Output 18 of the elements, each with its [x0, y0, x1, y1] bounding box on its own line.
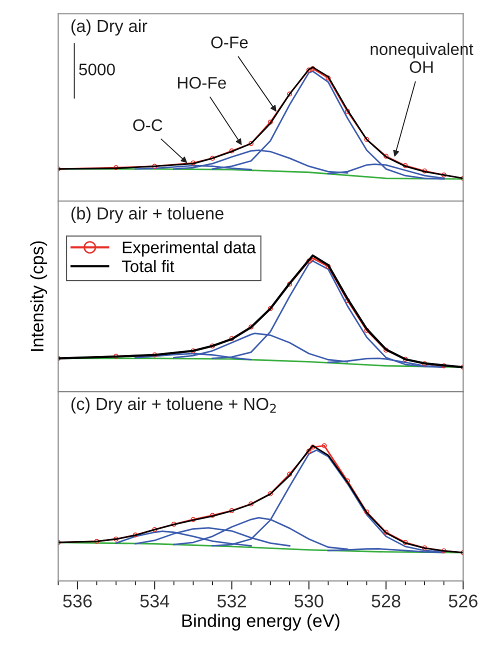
annotation: HO-Fe [178, 76, 226, 89]
x-tick-label: 530 [294, 594, 324, 608]
x-tick-label: 534 [140, 594, 170, 608]
x-tick-label: 536 [63, 594, 92, 608]
annotation: nonequivalent OH [370, 42, 474, 73]
y-axis-title: Intensity (cps) [30, 241, 48, 351]
chart-title: (b) Dry air + toluene [71, 206, 224, 223]
legend-label: Experimental data [122, 241, 256, 257]
chart-title: (a) Dry air [71, 19, 148, 36]
x-tick-label: 526 [448, 594, 478, 608]
x-axis-title: Binding energy (eV) [182, 614, 340, 631]
legend-label: Total fit [122, 260, 174, 272]
annotation: O-C [133, 119, 162, 132]
annotation: 5000 [79, 64, 115, 76]
chart-title: (c) Dry air + toluene + NO$_{2}$ [71, 397, 276, 414]
x-tick-label: 528 [372, 594, 400, 608]
x-tick-label: 532 [217, 594, 246, 608]
annotation: O-Fe [211, 36, 248, 48]
